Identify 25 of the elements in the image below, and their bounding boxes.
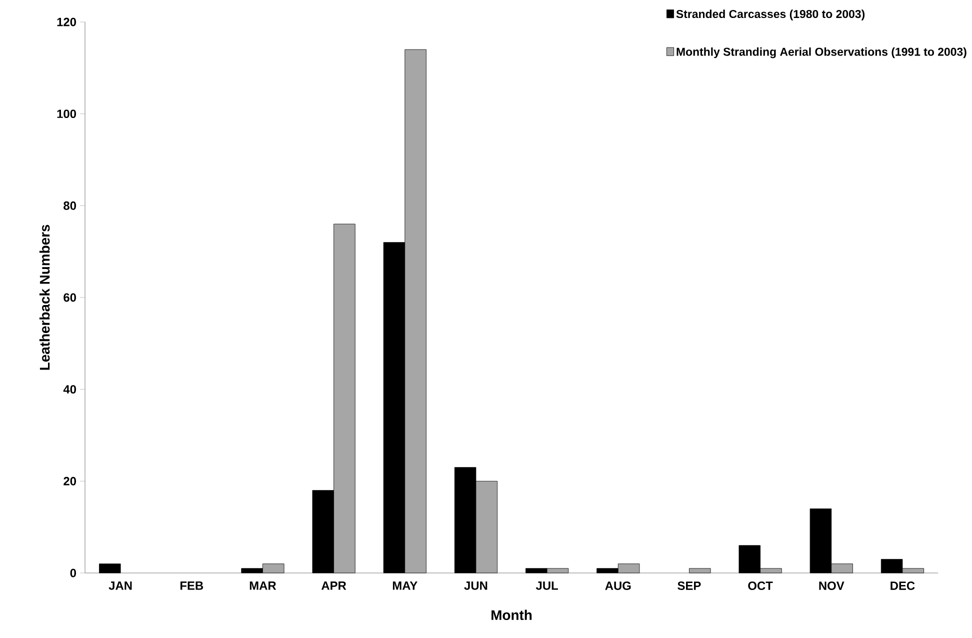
y-tick-label: 20 bbox=[64, 476, 76, 486]
y-axis-title: Leatherback Numbers bbox=[39, 224, 50, 370]
y-tick-label: 0 bbox=[70, 568, 76, 578]
x-tick-label: JUL bbox=[536, 582, 558, 590]
x-tick-label: NOV bbox=[819, 582, 844, 590]
bar bbox=[689, 568, 711, 574]
x-tick-label: AUG bbox=[605, 582, 631, 590]
legend-label: Stranded Carcasses (1980 to 2003) bbox=[676, 10, 865, 20]
x-tick-label: DEC bbox=[890, 582, 915, 590]
x-tick-label: OCT bbox=[748, 582, 773, 590]
y-tick-label: 60 bbox=[64, 293, 76, 302]
x-tick-label: JUN bbox=[464, 582, 488, 590]
x-tick-label: APR bbox=[321, 582, 346, 590]
x-tick-label: MAR bbox=[250, 582, 276, 590]
y-tick-label: 120 bbox=[57, 18, 76, 26]
y-tick-label: 100 bbox=[57, 110, 76, 118]
x-tick-label: FEB bbox=[180, 582, 204, 590]
legend-label: Monthly Stranding Aerial Observations (1991 to 2003) bbox=[676, 47, 966, 58]
x-tick-label: JAN bbox=[108, 582, 132, 590]
x-axis-title: Month bbox=[492, 610, 532, 620]
bar bbox=[99, 564, 121, 574]
y-tick-label: 80 bbox=[64, 201, 76, 210]
x-tick-label: SEP bbox=[678, 582, 701, 590]
y-tick-label: 40 bbox=[63, 385, 76, 394]
x-tick-label: MAY bbox=[392, 582, 418, 590]
